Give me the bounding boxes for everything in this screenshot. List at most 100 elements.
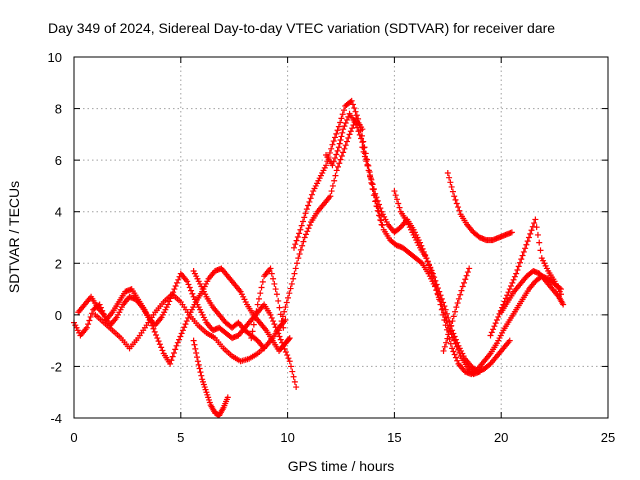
data-point-marker	[299, 242, 306, 249]
data-point-marker	[391, 188, 398, 195]
y-tick-label: 0	[55, 308, 62, 323]
data-point-marker	[179, 327, 186, 334]
data-point-marker	[272, 286, 279, 293]
data-point-marker	[450, 348, 457, 355]
data-point-marker	[369, 181, 376, 188]
data-point-marker	[363, 158, 370, 165]
data-point-marker	[271, 321, 278, 328]
data-point-marker	[197, 369, 204, 376]
y-tick-label: 6	[55, 153, 62, 168]
data-point-marker	[440, 311, 447, 318]
data-point-marker	[171, 286, 178, 293]
data-point-marker	[178, 330, 185, 337]
data-point-marker	[360, 148, 367, 155]
data-point-marker	[453, 304, 460, 311]
data-point-marker	[285, 294, 292, 301]
data-point-marker	[510, 276, 517, 283]
data-point-marker	[306, 222, 313, 229]
data-point-marker	[158, 344, 165, 351]
x-axis-label: GPS time / hours	[288, 458, 395, 474]
data-point-marker	[283, 299, 290, 306]
data-point-marker	[506, 337, 513, 344]
data-point-marker	[279, 313, 286, 320]
data-point-marker	[463, 272, 470, 279]
data-point-marker	[444, 335, 451, 342]
data-point-marker	[490, 326, 497, 333]
data-point-marker	[445, 314, 452, 321]
data-point-marker	[491, 323, 498, 330]
data-point-marker	[338, 153, 345, 160]
data-point-marker	[306, 198, 313, 205]
data-point-marker	[342, 120, 349, 127]
data-point-marker	[448, 183, 455, 190]
data-point-marker	[459, 283, 466, 290]
data-point-marker	[183, 318, 190, 325]
data-point-marker	[340, 107, 347, 114]
data-point-marker	[328, 145, 335, 152]
data-point-marker	[254, 301, 261, 308]
data-point-marker	[352, 121, 359, 128]
data-point-marker	[288, 363, 295, 370]
y-axis-label: SDTVAR / TECUs	[6, 181, 22, 293]
data-point-marker	[331, 177, 338, 184]
data-point-marker	[449, 318, 456, 325]
data-point-marker	[248, 335, 255, 342]
data-point-marker	[349, 101, 356, 108]
data-point-marker	[300, 238, 307, 245]
data-point-marker	[443, 310, 450, 317]
data-point-marker	[172, 282, 179, 289]
data-point-marker	[323, 162, 330, 169]
data-point-marker	[450, 313, 457, 320]
data-point-marker	[348, 97, 355, 104]
data-point-marker	[448, 322, 455, 329]
data-point-marker	[461, 279, 468, 286]
data-point-marker	[334, 127, 341, 134]
series-sat-b	[75, 270, 300, 391]
x-tick-label: 10	[280, 430, 294, 445]
data-point-marker	[285, 336, 292, 343]
data-point-marker	[253, 308, 260, 315]
data-point-marker	[177, 333, 184, 340]
data-point-marker	[339, 111, 346, 118]
data-point-marker	[393, 196, 400, 203]
data-point-marker	[279, 339, 286, 346]
data-point-marker	[293, 384, 300, 391]
data-point-marker	[522, 245, 529, 252]
data-point-marker	[185, 281, 192, 288]
data-point-marker	[168, 357, 175, 364]
data-point-marker	[295, 255, 302, 262]
data-point-marker	[268, 314, 275, 321]
series-sat-i	[323, 110, 385, 228]
data-point-marker	[297, 246, 304, 253]
data-point-marker	[495, 313, 502, 320]
data-point-marker	[267, 265, 274, 272]
data-point-marker	[151, 328, 158, 335]
data-point-marker	[452, 196, 459, 203]
data-point-marker	[291, 270, 298, 277]
data-point-marker	[153, 331, 160, 338]
data-point-marker	[259, 278, 266, 285]
data-point-marker	[333, 167, 340, 174]
data-point-marker	[372, 190, 379, 197]
data-point-marker	[174, 339, 181, 346]
data-point-marker	[451, 351, 458, 358]
data-point-marker	[441, 343, 448, 350]
data-point-marker	[301, 234, 308, 241]
data-point-marker	[438, 295, 445, 302]
data-point-marker	[437, 292, 444, 299]
data-point-marker	[276, 304, 283, 311]
data-point-marker	[523, 241, 530, 248]
data-point-marker	[464, 269, 471, 276]
y-tick-label: 10	[48, 50, 62, 65]
x-tick-label: 25	[601, 430, 615, 445]
data-point-marker	[189, 290, 196, 297]
data-point-marker	[268, 270, 275, 277]
data-point-marker	[301, 214, 308, 221]
data-point-marker	[329, 141, 336, 148]
data-point-marker	[451, 333, 458, 340]
data-point-marker	[395, 200, 402, 207]
data-point-marker	[186, 284, 193, 291]
data-point-marker	[446, 174, 453, 181]
data-point-marker	[290, 373, 297, 380]
